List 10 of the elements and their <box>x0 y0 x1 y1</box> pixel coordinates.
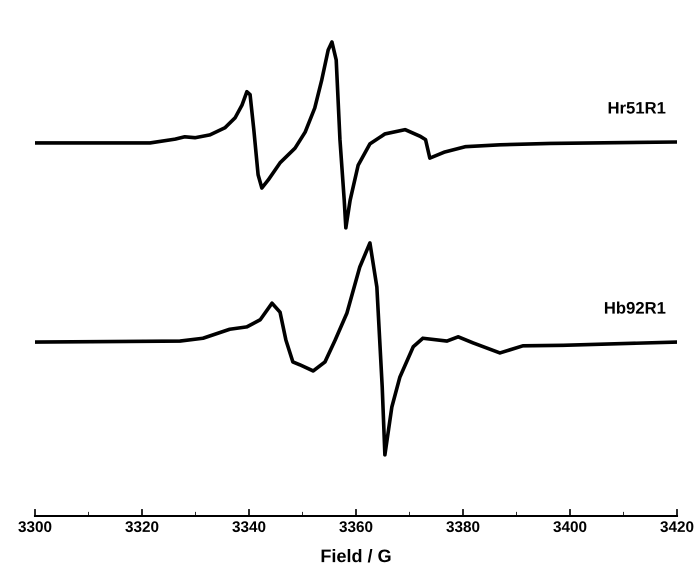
x-axis-title: Field / G <box>322 548 390 562</box>
series-label: Hb92R1 <box>604 301 666 314</box>
x-tick-label: 3340 <box>232 521 266 532</box>
series-label: Hr51R1 <box>608 102 666 114</box>
x-tick-label: 3400 <box>553 521 586 532</box>
x-tick-label: 3380 <box>446 521 480 532</box>
x-tick-label: 3320 <box>125 521 158 532</box>
x-tick-label: 3360 <box>339 521 372 532</box>
x-tick-label: 3420 <box>660 521 694 532</box>
x-tick-label: 3300 <box>18 521 52 532</box>
